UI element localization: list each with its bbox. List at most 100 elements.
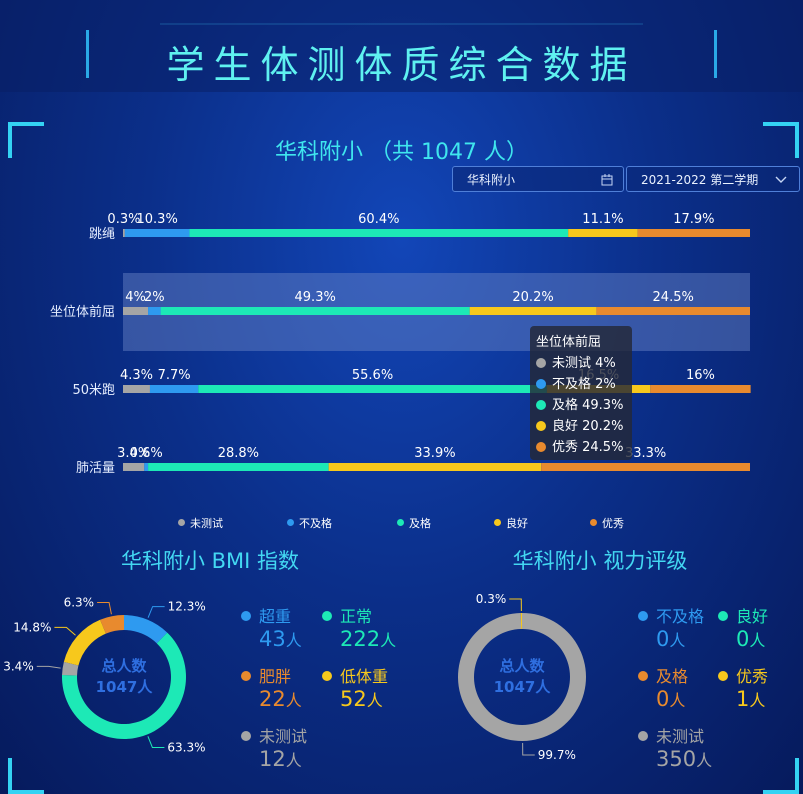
- stat-item: 良好 0人: [718, 603, 768, 651]
- bar-segment[interactable]: [650, 385, 751, 393]
- tooltip-dot: [536, 400, 546, 410]
- bar-segment[interactable]: [123, 463, 145, 471]
- bar-segment[interactable]: [123, 307, 149, 315]
- data-label: 2%: [144, 290, 165, 305]
- bar-segment[interactable]: [541, 463, 750, 471]
- stat-item: 正常 222人: [322, 603, 396, 651]
- bar-segment[interactable]: [596, 307, 750, 315]
- stat-value: 0人: [718, 627, 768, 651]
- tooltip-dot: [536, 379, 546, 389]
- stat-dot: [241, 731, 251, 741]
- bar-segment[interactable]: [189, 229, 569, 237]
- tooltip-row-text: 及格 49.3%: [552, 398, 624, 413]
- legend-item[interactable]: 优秀: [590, 515, 624, 531]
- stat-label: 超重: [241, 603, 302, 627]
- label-line: [36, 665, 61, 669]
- stat-value: 52人: [322, 687, 388, 711]
- stat-count: 0: [656, 687, 670, 711]
- data-label: 20.2%: [512, 290, 553, 305]
- bar-segment[interactable]: [123, 229, 125, 237]
- stat-label: 及格: [638, 663, 688, 687]
- bar-segment[interactable]: [148, 307, 161, 315]
- legend-item[interactable]: 不及格: [287, 515, 332, 531]
- bar-segment[interactable]: [637, 229, 750, 237]
- stat-item: 低体重 52人: [322, 663, 388, 711]
- stat-unit: 人: [285, 751, 302, 770]
- stat-unit: 人: [669, 631, 686, 650]
- label-line: [54, 626, 76, 636]
- school-select-value: 华科附小: [467, 173, 516, 187]
- bar-segment[interactable]: [123, 385, 150, 393]
- donut-slice[interactable]: [62, 661, 79, 676]
- bar-segment[interactable]: [469, 307, 597, 315]
- stat-label: 未测试: [241, 723, 307, 747]
- legend-dot: [178, 519, 185, 526]
- donut-slice[interactable]: [62, 632, 187, 739]
- bar-segment[interactable]: [149, 385, 199, 393]
- vision-center-value: 1047人: [493, 678, 551, 696]
- legend-label: 不及格: [299, 517, 332, 530]
- data-label: 28.8%: [218, 446, 259, 461]
- legend-item[interactable]: 良好: [494, 515, 528, 531]
- label-line: [97, 601, 112, 615]
- bar-segment[interactable]: [144, 463, 149, 471]
- donut-slice[interactable]: [520, 613, 522, 630]
- header-decoration: [0, 0, 803, 92]
- donut-slice[interactable]: [124, 615, 168, 644]
- data-label: 33.3%: [625, 446, 666, 461]
- school-select[interactable]: 华科附小: [452, 166, 624, 192]
- legend-item[interactable]: 未测试: [178, 515, 223, 531]
- legend-label: 优秀: [602, 517, 624, 530]
- slice-label: 12.3%: [168, 600, 206, 614]
- tooltip-row-text: 未测试 4%: [552, 356, 616, 371]
- stat-value: 1人: [718, 687, 768, 711]
- bar-segment[interactable]: [160, 307, 470, 315]
- bar-segment[interactable]: [568, 229, 638, 237]
- tooltip-row: 未测试 4%: [536, 353, 626, 374]
- data-label: 49.3%: [295, 290, 336, 305]
- stat-label-text: 超重: [259, 607, 292, 626]
- term-select[interactable]: 2021-2022 第二学期: [626, 166, 800, 192]
- stat-label: 不及格: [638, 603, 704, 627]
- stat-item: 肥胖 22人: [241, 663, 302, 711]
- bmi-center-label: 总人数: [101, 657, 147, 675]
- stat-dot: [322, 671, 332, 681]
- tooltip-dot: [536, 421, 546, 431]
- stat-value: 12人: [241, 747, 307, 771]
- legend-item[interactable]: 及格: [397, 515, 431, 531]
- frame-corner-top-right: [763, 122, 799, 158]
- donut-slice[interactable]: [100, 615, 124, 634]
- stat-value: 222人: [322, 627, 396, 651]
- bar-segment[interactable]: [124, 229, 190, 237]
- tooltip-row-text: 优秀 24.5%: [552, 440, 624, 455]
- bar-segment[interactable]: [198, 385, 547, 393]
- tooltip-title: 坐位体前屈: [536, 335, 602, 350]
- stat-count: 22: [259, 687, 286, 711]
- stat-label-text: 良好: [736, 607, 769, 626]
- stat-value: 43人: [241, 627, 302, 651]
- stat-unit: 人: [285, 691, 302, 710]
- fitness-stacked-bar-chart: 跳绳0.3%10.3% 60.4% 11.1% 17.9% 坐位体前屈 4%2% 49.3%…: [50, 212, 751, 476]
- bar-segment[interactable]: [328, 463, 542, 471]
- data-label: 0.3%: [107, 212, 140, 227]
- stat-label-text: 不及格: [656, 607, 705, 626]
- tooltip-dot: [536, 358, 546, 368]
- category-label: 50米跑: [72, 383, 115, 398]
- vision-title: 华科附小 视力评级: [512, 549, 688, 573]
- slice-label: 99.7%: [538, 748, 576, 762]
- category-label: 跳绳: [89, 227, 115, 242]
- stat-count: 43: [259, 627, 286, 651]
- stat-item: 超重 43人: [241, 603, 302, 651]
- stat-dot: [638, 731, 648, 741]
- bar-segment[interactable]: [148, 463, 329, 471]
- stat-count: 0: [736, 627, 750, 651]
- stat-unit: 人: [749, 691, 766, 710]
- stat-label: 低体重: [322, 663, 388, 687]
- data-label: 11.1%: [582, 212, 623, 227]
- frame-corner-bottom-left: [8, 758, 44, 794]
- stat-item: 不及格 0人: [638, 603, 704, 651]
- data-label: 3.4%: [117, 446, 150, 461]
- slice-label: 3.4%: [3, 659, 34, 673]
- donut-slice[interactable]: [63, 619, 106, 666]
- stat-item: 优秀 1人: [718, 663, 768, 711]
